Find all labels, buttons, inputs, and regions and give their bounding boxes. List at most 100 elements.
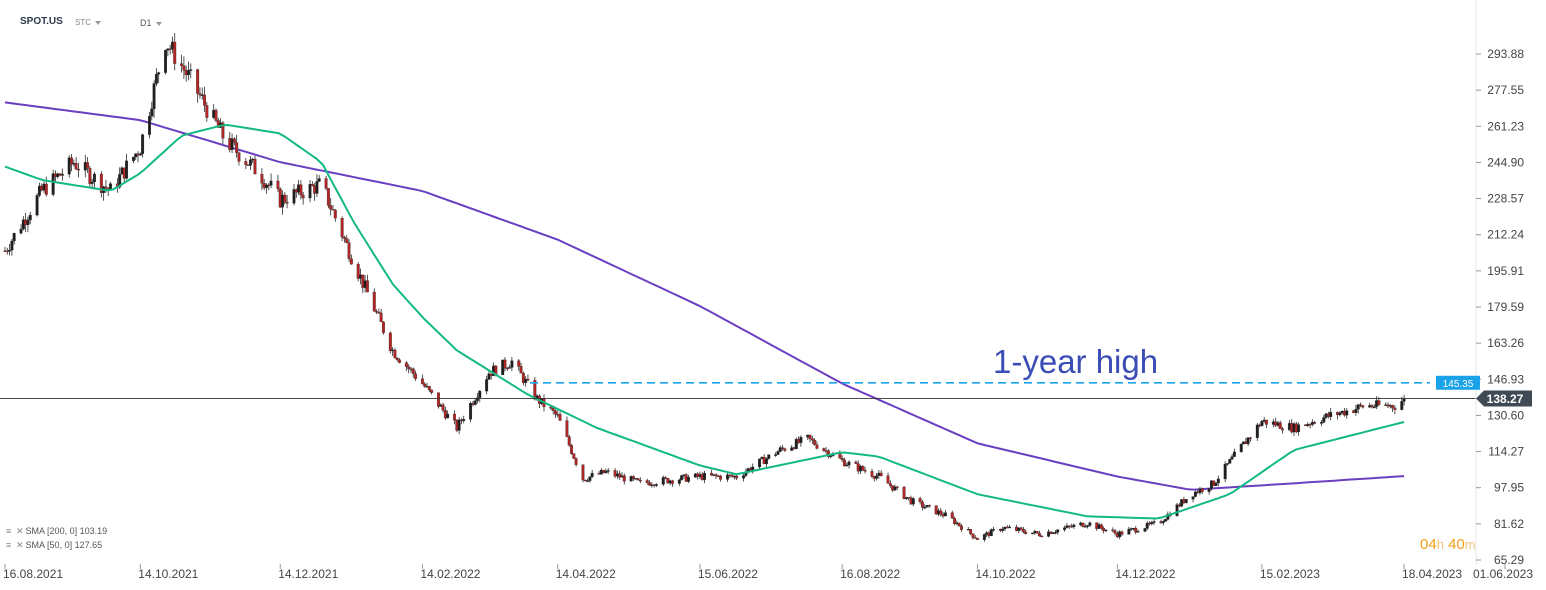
candle-down xyxy=(1113,530,1117,534)
candle-down xyxy=(196,69,200,94)
candle-up xyxy=(765,458,768,465)
candle-down xyxy=(1281,428,1284,431)
candle-down xyxy=(638,479,642,482)
candle-up xyxy=(60,173,64,176)
candle-up xyxy=(248,159,252,166)
candle-down xyxy=(381,321,385,334)
candle-down xyxy=(572,453,576,459)
candle-down xyxy=(927,505,931,507)
time-tick-label: 14.12.2022 xyxy=(1115,567,1175,581)
close-icon[interactable]: ✕ xyxy=(16,540,24,550)
symbol-label[interactable]: SPOT.US xyxy=(20,16,63,27)
candle-down xyxy=(581,464,585,481)
candle-down xyxy=(810,438,814,441)
price-tick-label: 293.88 xyxy=(1487,47,1524,61)
candle-down xyxy=(813,440,817,445)
time-tick-label: 18.04.2023 xyxy=(1402,567,1462,581)
candle-up xyxy=(292,189,296,204)
candle-up xyxy=(1214,482,1218,486)
candle-up xyxy=(829,455,833,458)
candle-down xyxy=(870,471,874,477)
candle-down xyxy=(840,458,844,461)
candle-up xyxy=(19,228,23,234)
candle-down xyxy=(333,209,337,219)
candle-down xyxy=(70,157,73,165)
candle-down xyxy=(1308,424,1312,426)
time-tick-label: 14.04.2022 xyxy=(556,567,616,581)
candle-down xyxy=(1037,532,1041,537)
candle-down xyxy=(879,472,883,476)
candle-up xyxy=(1338,412,1342,416)
candle-up xyxy=(1246,437,1250,445)
candle-up xyxy=(1216,478,1220,484)
candle-down xyxy=(565,420,569,437)
candle-down xyxy=(895,486,899,488)
candle-up xyxy=(677,479,681,484)
legend-sma-50-label: SMA [50, 0] 127.65 xyxy=(25,540,103,550)
candle-down xyxy=(221,122,225,139)
time-tick-label: 16.08.2022 xyxy=(840,567,900,581)
candle-down xyxy=(423,383,427,387)
candle-down xyxy=(517,360,521,367)
candle-up xyxy=(1184,499,1188,504)
timer-minutes: 40 xyxy=(1448,536,1465,553)
candle-up xyxy=(790,447,794,451)
candle-down xyxy=(558,414,562,421)
candle-up xyxy=(92,173,96,183)
candle-down xyxy=(1081,522,1085,527)
candle-up xyxy=(524,378,528,383)
candle-down xyxy=(420,378,424,385)
candle-down xyxy=(861,465,865,471)
candle-down xyxy=(826,450,830,457)
candle-up xyxy=(943,512,947,517)
candle-up xyxy=(1136,531,1140,533)
candle-up xyxy=(588,476,592,481)
candle-up xyxy=(776,451,780,455)
candle-down xyxy=(526,378,530,381)
time-tick-label: 15.02.2023 xyxy=(1260,567,1320,581)
candle-up xyxy=(1150,522,1154,525)
candle-up xyxy=(1086,525,1090,527)
timer-minutes-unit: m xyxy=(1464,537,1476,552)
candle-up xyxy=(125,160,129,179)
time-tick-label: 14.10.2021 xyxy=(138,567,198,581)
candle-up xyxy=(590,473,594,477)
candle-down xyxy=(375,311,379,313)
candle-down xyxy=(430,389,434,393)
candle-down xyxy=(372,291,376,312)
candle-up xyxy=(37,185,41,196)
candle-up xyxy=(799,436,803,443)
price-tick-label: 244.90 xyxy=(1487,155,1524,169)
candle-down xyxy=(74,162,78,170)
candle-down xyxy=(180,63,184,66)
candle-up xyxy=(703,472,706,480)
candle-down xyxy=(1024,531,1028,534)
candle-up xyxy=(131,156,135,162)
candle-up xyxy=(308,184,312,199)
candle-up xyxy=(1001,528,1005,531)
candle-down xyxy=(533,379,537,400)
candle-down xyxy=(971,533,975,538)
candle-up xyxy=(1356,404,1360,410)
menu-icon[interactable]: ≡ xyxy=(6,526,12,536)
candle-down xyxy=(235,142,239,153)
current-price-label-box: 138.27 xyxy=(1476,390,1532,407)
time-tick-label: 14.10.2022 xyxy=(975,567,1035,581)
close-icon[interactable]: ✕ xyxy=(16,526,24,536)
candle-down xyxy=(549,406,553,409)
candle-up xyxy=(230,138,234,150)
legend-sma-200: ≡ ✕ SMA [200, 0] 103.19 xyxy=(6,526,107,537)
chevron-down-icon xyxy=(95,20,101,25)
candle-down xyxy=(377,311,381,314)
candle-down xyxy=(214,109,218,121)
candles-group xyxy=(3,32,1406,542)
timeframe-selector[interactable]: D1 xyxy=(140,18,162,28)
chevron-down-icon xyxy=(155,21,162,26)
candle-down xyxy=(342,237,346,239)
candle-up xyxy=(1063,527,1067,530)
candle-down xyxy=(1111,529,1115,532)
candle-down xyxy=(783,448,787,451)
candle-down xyxy=(645,480,649,483)
instrument-type-selector[interactable]: STC xyxy=(75,18,101,27)
menu-icon[interactable]: ≡ xyxy=(6,540,12,550)
